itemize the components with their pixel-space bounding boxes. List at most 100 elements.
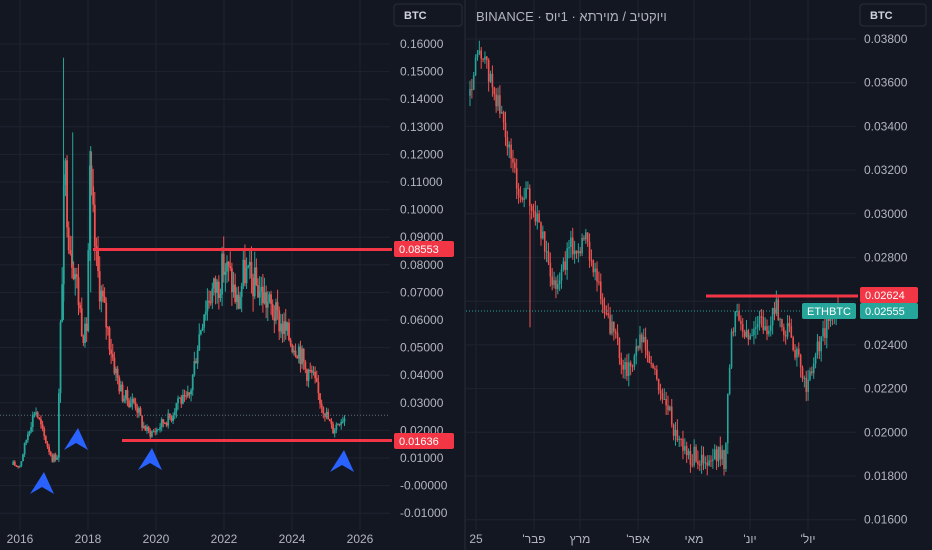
right-candle	[633, 353, 636, 371]
left-price-tick: 0.08000	[400, 258, 444, 272]
left-candle	[283, 312, 286, 342]
right-month-tick: 'יונ	[743, 532, 756, 546]
right-candle	[706, 455, 709, 476]
right-candle	[654, 365, 656, 376]
left-candle	[293, 345, 295, 356]
left-candle	[266, 291, 269, 322]
right-candle	[564, 251, 567, 276]
left-candle	[85, 317, 88, 342]
left-candle	[325, 407, 328, 420]
left-candle	[198, 323, 201, 351]
left-candle	[224, 263, 227, 292]
right-candle	[656, 365, 658, 381]
right-candle	[665, 391, 667, 415]
right-candle	[693, 439, 695, 468]
right-candle	[568, 239, 570, 259]
right-candle	[469, 80, 471, 107]
right-candle	[594, 262, 596, 281]
left-price-tick: 0.16000	[400, 37, 444, 51]
right-candle	[783, 323, 785, 342]
right-candle	[635, 338, 638, 365]
left-candle	[103, 287, 106, 303]
left-candle	[57, 388, 60, 463]
right-candle	[736, 303, 738, 317]
right-candle	[661, 388, 664, 404]
right-candle	[618, 337, 621, 365]
left-candle	[186, 385, 189, 398]
right-candle	[689, 444, 692, 473]
left-price-tick: 0.11000	[400, 175, 443, 189]
left-candle	[221, 246, 223, 307]
right-chart-grid	[466, 0, 856, 530]
right-currency-box[interactable]: BTC	[859, 3, 927, 27]
arrow-marker	[64, 428, 88, 450]
left-candle	[30, 421, 33, 434]
left-candle	[216, 279, 219, 304]
right-candle	[555, 276, 557, 299]
right-last-price: 0.02555	[865, 306, 905, 318]
right-candle	[482, 58, 484, 63]
left-candle	[275, 298, 277, 325]
right-candle	[779, 317, 781, 328]
right-candle	[472, 71, 475, 91]
right-candle	[624, 357, 626, 379]
left-candle	[43, 426, 46, 440]
left-candle	[250, 246, 253, 294]
right-candle	[710, 455, 712, 467]
left-candle	[38, 417, 41, 421]
left-candle	[170, 415, 173, 423]
right-candle	[641, 332, 643, 353]
left-candle	[48, 444, 51, 455]
right-candle	[698, 460, 701, 472]
left-candle	[211, 282, 214, 309]
right-candle	[685, 441, 688, 463]
left-candle	[310, 365, 313, 379]
right-candle	[814, 352, 817, 369]
right-candle	[474, 54, 477, 77]
right-candle	[519, 186, 522, 203]
left-candle	[237, 286, 240, 310]
right-candle	[657, 378, 660, 395]
right-candle	[620, 352, 623, 375]
left-candle	[82, 334, 85, 347]
left-candle	[183, 389, 186, 403]
right-candle	[487, 58, 490, 92]
right-candle	[807, 369, 809, 401]
left-candle	[335, 422, 338, 434]
left-candle	[315, 370, 318, 383]
right-candle	[712, 448, 714, 469]
right-candle	[560, 264, 563, 289]
right-candle	[601, 293, 604, 314]
right-candle	[786, 315, 789, 340]
right-currency-label: BTC	[870, 10, 893, 22]
left-year-tick: 2026	[347, 532, 374, 546]
right-candle	[663, 388, 666, 400]
right-candle	[570, 230, 572, 258]
left-candle	[219, 288, 222, 302]
right-candle	[543, 231, 546, 260]
left-candle	[100, 285, 103, 313]
right-candle	[796, 346, 798, 367]
left-year-tick: 2024	[279, 532, 306, 546]
left-currency-box[interactable]: BTC	[393, 3, 463, 27]
right-price-tick: 0.02400	[864, 338, 908, 352]
left-candle	[294, 343, 297, 358]
left-candle	[289, 337, 292, 348]
right-candle	[605, 305, 608, 316]
left-candle	[209, 290, 212, 306]
right-candle	[644, 327, 647, 359]
right-candle	[575, 250, 578, 259]
right-candle	[732, 327, 735, 337]
right-price-tick: 0.03800	[864, 32, 908, 46]
right-candle	[525, 181, 527, 200]
right-candle	[700, 445, 703, 474]
right-candle	[773, 301, 776, 321]
left-support-label: 0.01636	[399, 436, 439, 448]
left-candle	[168, 413, 171, 420]
right-candle	[538, 210, 540, 223]
right-candle	[486, 56, 488, 69]
right-candle	[650, 355, 652, 368]
right-candle	[781, 318, 783, 332]
right-candle	[811, 366, 813, 376]
left-candle	[61, 267, 64, 323]
